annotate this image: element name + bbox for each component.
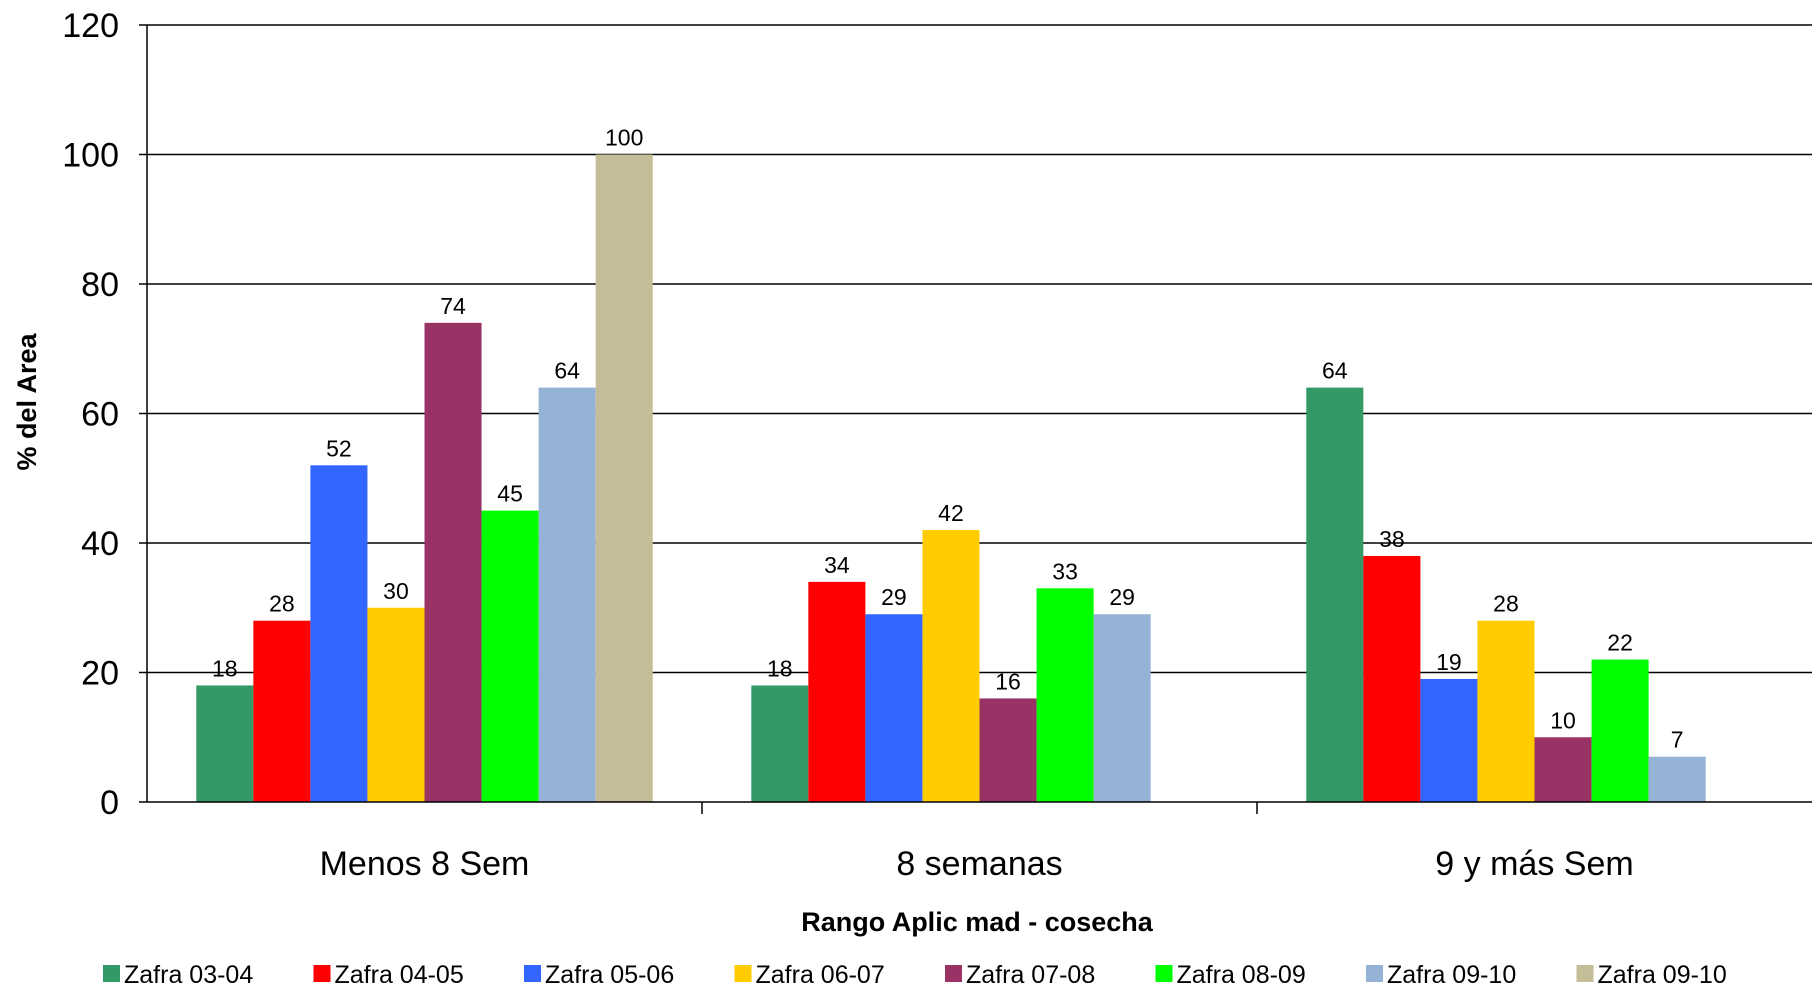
x-category-label: Menos 8 Sem xyxy=(320,845,530,883)
x-category-labels: Menos 8 Sem 8 semanas 9 y más Sem xyxy=(320,845,1634,883)
y-tick-label: 60 xyxy=(81,396,119,434)
bar xyxy=(1648,756,1706,802)
bar xyxy=(922,530,980,802)
legend-label: Zafra 09-10 xyxy=(1598,961,1727,989)
x-axis-title: Rango Aplic mad - cosecha xyxy=(801,907,1154,937)
y-tick-label: 120 xyxy=(62,7,119,45)
legend: Zafra 03-04 Zafra 04-05 Zafra 05-06 Zafra 0… xyxy=(103,961,1727,989)
legend-swatch xyxy=(1366,965,1383,982)
x-category-label: 8 semanas xyxy=(896,845,1062,883)
data-labels: 18 18 64 28 34 38 52 29 19 30 42 28 74 16 10 45 33 22 64 29… xyxy=(212,125,1684,753)
data-label: 16 xyxy=(995,668,1021,694)
data-label: 29 xyxy=(881,584,907,610)
bar xyxy=(979,698,1037,802)
bar xyxy=(1591,659,1649,802)
legend-label: Zafra 09-10 xyxy=(1387,961,1516,989)
bar xyxy=(595,154,653,802)
legend-label: Zafra 04-05 xyxy=(335,961,464,989)
bar xyxy=(481,510,539,802)
legend-swatch xyxy=(734,965,752,982)
data-label: 38 xyxy=(1379,526,1405,552)
legend-label: Zafra 08-09 xyxy=(1177,961,1306,989)
y-tick-label: 40 xyxy=(81,525,119,563)
bar xyxy=(196,685,254,802)
y-tick-label: 80 xyxy=(81,266,119,304)
legend-swatch xyxy=(1155,965,1173,982)
data-label: 100 xyxy=(605,125,643,151)
data-label: 29 xyxy=(1109,584,1135,610)
y-axis-title: % del Area xyxy=(12,332,42,470)
data-label: 28 xyxy=(1493,591,1519,617)
bar xyxy=(1093,614,1151,802)
y-tick-labels: 0 20 40 60 80 100 120 xyxy=(62,7,119,822)
bar xyxy=(751,685,809,802)
data-label: 18 xyxy=(767,655,793,681)
data-label: 42 xyxy=(938,500,964,526)
data-label: 28 xyxy=(269,591,295,617)
data-label: 18 xyxy=(212,655,238,681)
data-label: 74 xyxy=(440,293,466,319)
data-label: 52 xyxy=(326,435,352,461)
legend-label: Zafra 06-07 xyxy=(756,961,885,989)
data-label: 64 xyxy=(554,358,580,384)
bars xyxy=(196,154,1706,802)
y-tick-label: 0 xyxy=(100,784,119,822)
bar xyxy=(1306,387,1364,802)
legend-label: Zafra 05-06 xyxy=(545,961,674,989)
legend-swatch xyxy=(1576,965,1594,982)
data-label: 45 xyxy=(497,481,523,507)
bar xyxy=(538,387,596,802)
axes xyxy=(139,24,1812,814)
legend-label: Zafra 03-04 xyxy=(124,961,253,989)
legend-label: Zafra 07-08 xyxy=(966,961,1095,989)
legend-swatch xyxy=(313,965,331,982)
data-label: 30 xyxy=(383,578,409,604)
bar xyxy=(808,581,866,802)
bar xyxy=(253,620,311,802)
bar xyxy=(865,614,923,802)
legend-swatch xyxy=(524,965,541,982)
y-tick-label: 20 xyxy=(81,655,119,693)
bar xyxy=(424,322,482,802)
y-tick-label: 100 xyxy=(62,137,119,175)
x-category-label: 9 y más Sem xyxy=(1435,845,1633,883)
bar xyxy=(1420,678,1478,802)
bar xyxy=(1036,588,1094,802)
bar xyxy=(1477,620,1535,802)
bar xyxy=(1363,555,1421,802)
data-label: 33 xyxy=(1052,558,1078,584)
data-label: 64 xyxy=(1322,358,1348,384)
legend-swatch xyxy=(945,965,962,982)
bar xyxy=(310,465,368,802)
data-label: 19 xyxy=(1436,649,1462,675)
bar xyxy=(367,607,425,802)
data-label: 7 xyxy=(1671,727,1684,753)
bar xyxy=(1534,737,1592,802)
data-label: 10 xyxy=(1550,707,1576,733)
data-label: 22 xyxy=(1607,630,1633,656)
legend-swatch xyxy=(103,965,120,982)
data-label: 34 xyxy=(824,552,850,578)
